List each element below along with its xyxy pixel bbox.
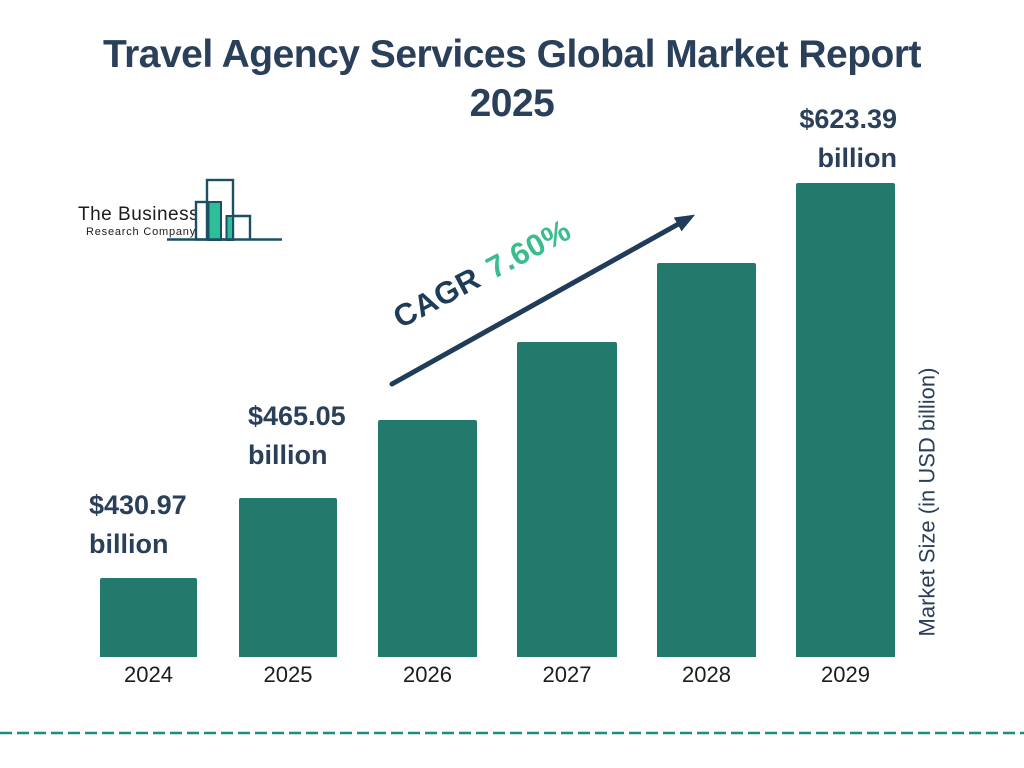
logo-name-primary: The Business bbox=[78, 204, 200, 225]
value-label-2029: $623.39 billion bbox=[799, 104, 897, 173]
bar-2029 bbox=[796, 183, 895, 657]
bar-2028 bbox=[657, 263, 756, 657]
y-axis-title: Market Size (in USD billion) bbox=[914, 367, 940, 637]
bar-2027 bbox=[517, 342, 617, 657]
bar-chart-skyline-icon bbox=[167, 178, 282, 241]
x-axis-label-2028: 2028 bbox=[682, 662, 731, 687]
x-axis-label-2026: 2026 bbox=[403, 662, 452, 687]
x-axis-label-2025: 2025 bbox=[263, 662, 313, 687]
bar-2025 bbox=[239, 498, 337, 657]
page-title-line2: 2025 bbox=[469, 82, 555, 125]
cagr-prefix: CAGR bbox=[387, 260, 487, 336]
x-axis-label-2024: 2024 bbox=[124, 662, 173, 687]
bar-2024 bbox=[100, 578, 197, 657]
page-title: Travel Agency Services Global Market Rep… bbox=[0, 30, 1024, 128]
brand-logo: The Business Research Company bbox=[78, 178, 298, 246]
value-label-2025: $465.05 billion bbox=[248, 401, 346, 470]
cagr-value: 7.60% bbox=[480, 212, 577, 286]
x-axis-label-2027: 2027 bbox=[542, 662, 592, 687]
page-title-line1: Travel Agency Services Global Market Rep… bbox=[102, 33, 922, 76]
value-label-2024: $430.97 billion bbox=[89, 490, 187, 559]
bar-2026 bbox=[378, 420, 477, 657]
cagr-annotation: CAGR7.60% bbox=[387, 212, 580, 343]
logo-name-secondary: Research Company bbox=[86, 226, 197, 238]
x-axis-label-2029: 2029 bbox=[821, 662, 870, 687]
